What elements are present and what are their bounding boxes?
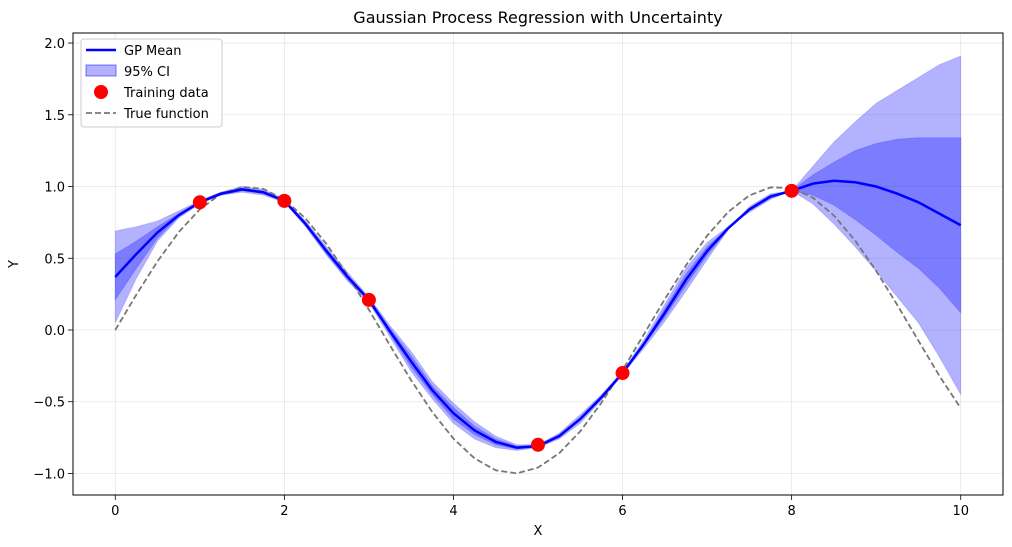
grid bbox=[73, 33, 1003, 495]
training-data-point bbox=[361, 292, 376, 307]
y-axis-ticks: −1.0 −0.5 0.0 0.5 1.0 1.5 2.0 bbox=[33, 37, 73, 482]
y-tick-label: 1.0 bbox=[44, 181, 65, 196]
y-axis-title: Y bbox=[7, 260, 22, 269]
ci-band-outer bbox=[114, 55, 962, 452]
x-tick-label: 8 bbox=[787, 504, 795, 519]
y-tick-label: 2.0 bbox=[44, 37, 65, 52]
legend: GP Mean 95% CI Training data True functi… bbox=[80, 38, 223, 128]
confidence-bands bbox=[114, 55, 962, 452]
training-points bbox=[192, 183, 799, 452]
plot-frame bbox=[72, 32, 1004, 496]
ci-band-inner bbox=[114, 137, 962, 450]
y-tick-label: 0.5 bbox=[44, 252, 65, 267]
legend-swatch-ci bbox=[85, 64, 117, 77]
chart-title: Gaussian Process Regression with Uncerta… bbox=[353, 8, 722, 27]
true-function-line bbox=[114, 186, 962, 475]
x-tick-label: 10 bbox=[952, 504, 969, 519]
x-tick-label: 2 bbox=[280, 504, 288, 519]
y-tick-label: −1.0 bbox=[33, 467, 65, 482]
legend-label-training-data: Training data bbox=[123, 86, 209, 101]
legend-label-ci: 95% CI bbox=[124, 65, 170, 80]
x-tick-label: 0 bbox=[111, 504, 119, 519]
x-axis-ticks: 0 2 4 6 8 10 bbox=[111, 495, 969, 519]
x-tick-label: 4 bbox=[449, 504, 457, 519]
legend-swatch-training-data bbox=[94, 85, 108, 99]
training-data-point bbox=[531, 437, 545, 452]
legend-box bbox=[80, 38, 223, 128]
y-tick-label: 0.0 bbox=[44, 324, 65, 339]
x-tick-label: 6 bbox=[618, 504, 626, 519]
y-tick-label: 1.5 bbox=[44, 109, 65, 124]
y-tick-label: −0.5 bbox=[33, 396, 65, 411]
training-data-point bbox=[192, 195, 207, 210]
x-axis-title: X bbox=[534, 524, 543, 539]
training-data-point bbox=[277, 193, 292, 208]
training-data-point bbox=[784, 183, 799, 198]
training-data-point bbox=[615, 366, 630, 381]
legend-label-true-function: True function bbox=[123, 107, 209, 122]
legend-label-gp-mean: GP Mean bbox=[124, 44, 181, 59]
